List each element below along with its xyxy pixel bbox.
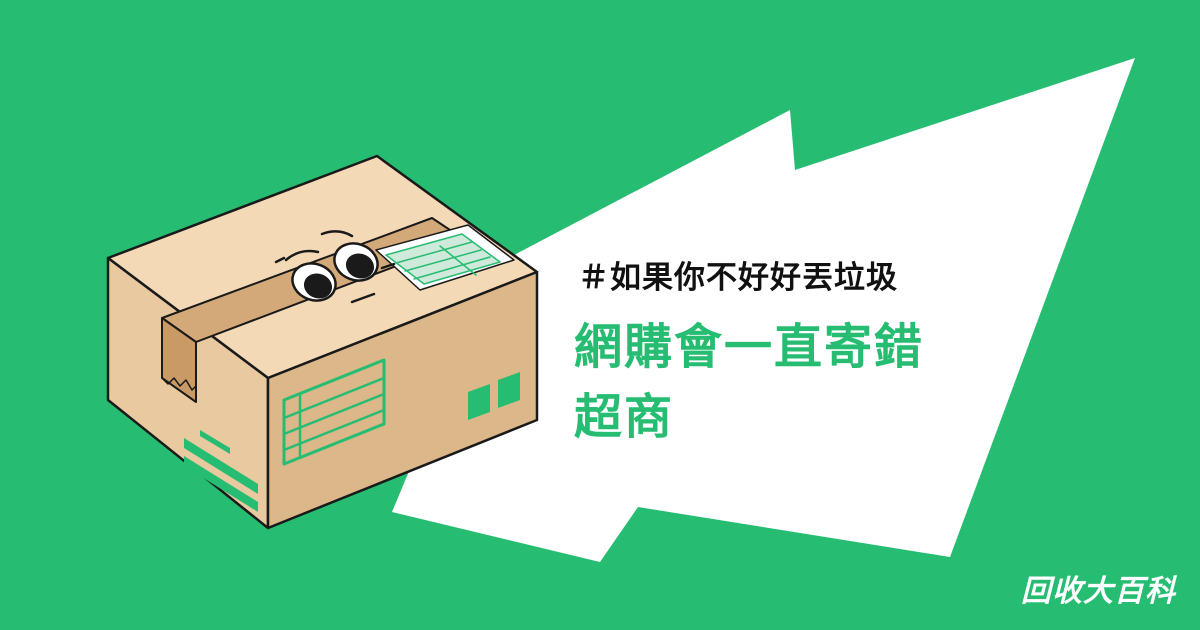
box-right-pupil	[345, 253, 375, 279]
headline: 網購會一直寄錯 超商	[574, 312, 924, 452]
hashtag-text: ＃如果你不好好丟垃圾	[578, 260, 898, 296]
box-left-pupil	[303, 273, 333, 299]
box-eye-lash-right	[380, 262, 396, 270]
box-green-square-1	[468, 384, 490, 420]
box-address-form	[282, 358, 386, 466]
box-left-eyebrow	[284, 249, 320, 262]
headline-line-1: 網購會一直寄錯	[574, 319, 925, 375]
headline-line-2: 超商	[574, 389, 675, 445]
box-right-face	[266, 270, 539, 530]
box-green-stripe-3	[200, 430, 230, 454]
brand-logo: 回收大百科	[1021, 574, 1176, 609]
box-mouth-line	[350, 292, 376, 304]
box-eye-lash-left	[274, 256, 286, 264]
box-right-eyebrow	[320, 230, 354, 238]
box-green-stripe-1	[184, 438, 258, 494]
box-green-stripe-2	[184, 456, 258, 512]
cardboard-box-character	[106, 154, 539, 530]
box-tape-tear	[161, 377, 197, 391]
speech-bubble-shape	[392, 58, 1135, 562]
box-green-square-2	[498, 372, 520, 408]
label-grid	[385, 233, 501, 285]
